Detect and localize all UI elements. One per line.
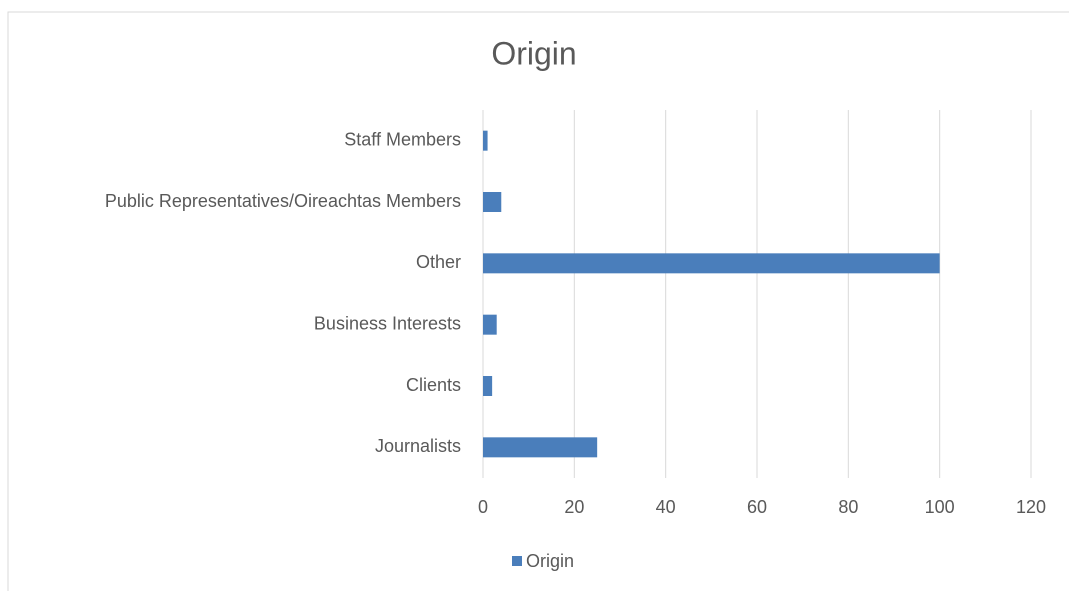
- x-tick-label: 100: [925, 497, 955, 517]
- bar: [483, 314, 497, 335]
- bar: [483, 130, 488, 151]
- y-tick-label: Journalists: [375, 436, 461, 456]
- x-tick-label: 0: [478, 497, 488, 517]
- y-tick-label: Public Representatives/Oireachtas Member…: [105, 191, 461, 211]
- legend-swatch: [512, 556, 522, 566]
- y-tick-label: Staff Members: [344, 129, 461, 149]
- x-tick-label: 80: [838, 497, 858, 517]
- y-tick-label: Other: [416, 252, 461, 272]
- y-tick-label: Business Interests: [314, 313, 461, 333]
- legend-label: Origin: [526, 551, 574, 571]
- x-tick-label: 40: [656, 497, 676, 517]
- bar: [483, 437, 598, 458]
- x-tick-label: 60: [747, 497, 767, 517]
- y-tick-label: Clients: [406, 375, 461, 395]
- x-tick-label: 20: [564, 497, 584, 517]
- bar: [483, 376, 493, 396]
- bar: [483, 192, 502, 212]
- bar: [483, 253, 940, 274]
- chart-border: [7, 11, 1069, 591]
- chart-title: Origin: [491, 35, 576, 71]
- x-tick-label: 120: [1016, 497, 1046, 517]
